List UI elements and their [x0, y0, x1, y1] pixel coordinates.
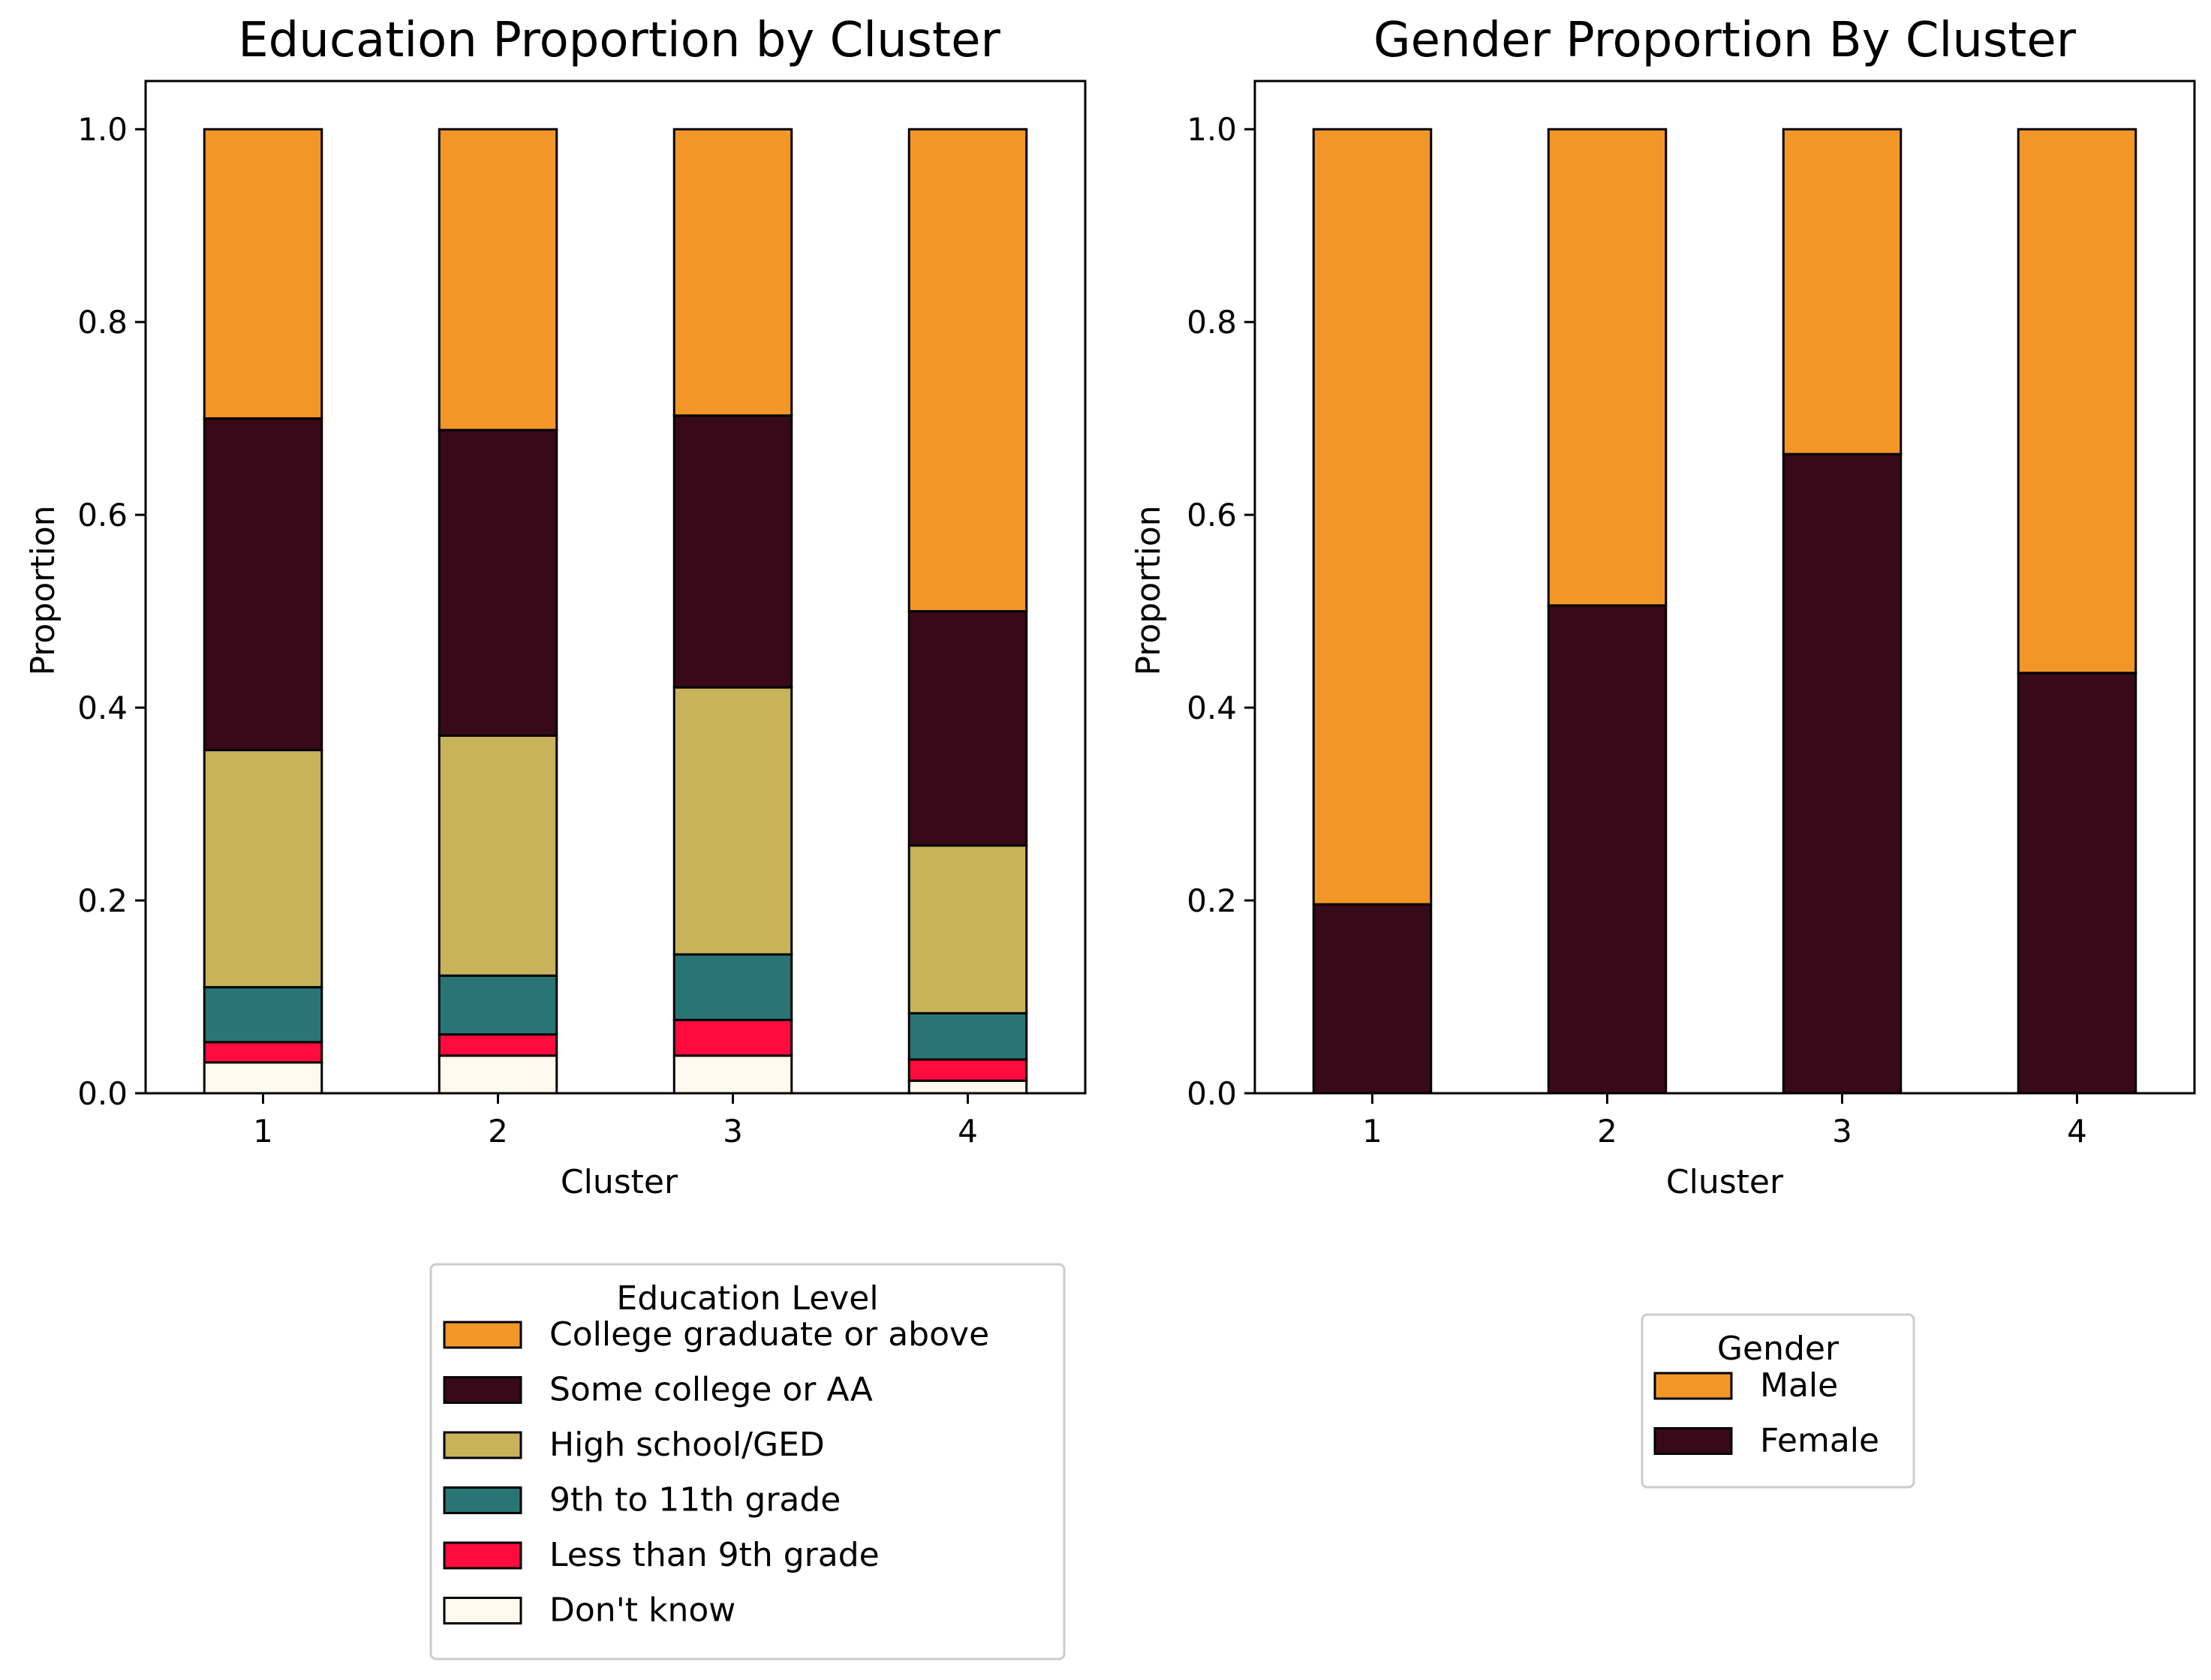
legend-label: Some college or AA	[549, 1371, 873, 1409]
chart-title: Education Proportion by Cluster	[238, 13, 1000, 68]
bar-segment	[203, 128, 323, 420]
y-tick-label: 0.6	[1187, 497, 1237, 533]
x-tick-label: 2	[1597, 1113, 1617, 1150]
chart-title: Gender Proportion By Cluster	[1373, 13, 2077, 68]
y-axis: 0.0 0.2 0.4 0.6 0.8 1.0	[77, 111, 146, 1112]
y-tick-label: 1.0	[77, 111, 128, 148]
legend-swatch	[443, 1541, 522, 1570]
bar-segment	[672, 414, 793, 689]
legend-label: Male	[1760, 1366, 1838, 1405]
bar-segment	[203, 1061, 323, 1095]
bar-segment	[907, 1011, 1028, 1061]
bars-layer	[203, 128, 1028, 1095]
legend-label: High school/GED	[549, 1426, 825, 1464]
bar-segment	[907, 844, 1028, 1014]
bar-segment	[438, 1033, 558, 1057]
x-axis: 1 2 3 4	[253, 1093, 978, 1150]
bar-segment	[2017, 128, 2137, 675]
bar-segment	[672, 686, 793, 956]
x-tick-label: 4	[958, 1113, 978, 1150]
bar-segment	[438, 1054, 558, 1095]
bar-segment	[907, 610, 1028, 847]
bar-segment	[907, 1058, 1028, 1082]
legend-label: 9th to 11th grade	[549, 1481, 841, 1519]
y-tick-label: 0.8	[1187, 304, 1237, 341]
x-axis-label: Cluster	[561, 1163, 678, 1201]
legend-items: Male Female	[1653, 1366, 1879, 1460]
legend-label: Female	[1760, 1422, 1879, 1460]
legend-title: Education Level	[616, 1279, 878, 1318]
plot-frame	[144, 80, 1087, 1095]
y-tick-label: 1.0	[1187, 111, 1237, 148]
legend-swatch	[443, 1321, 522, 1349]
legend-frame	[429, 1263, 1066, 1660]
legend-swatch	[443, 1486, 522, 1514]
legend-swatch	[443, 1431, 522, 1459]
legend-swatch	[443, 1597, 522, 1624]
bar-segment	[438, 734, 558, 977]
x-tick-label: 3	[723, 1113, 743, 1150]
y-axis-label: Proportion	[24, 505, 62, 675]
y-tick-label: 0.6	[77, 497, 128, 533]
chart-education: Education Proportion by Cluster 0.00.20.…	[24, 13, 1087, 1660]
y-tick-label: 0.0	[1187, 1075, 1237, 1112]
bar-segment	[2017, 672, 2137, 1095]
bars-layer	[1312, 128, 2137, 1095]
y-tick-label: 0.4	[1187, 690, 1237, 726]
legend-items: College graduate or above Some college or…	[443, 1315, 989, 1630]
bar-segment	[203, 749, 323, 989]
y-axis-label: Proportion	[1130, 505, 1168, 675]
x-tick-label: 2	[488, 1113, 508, 1150]
legend-education: Education Level College graduate or abov…	[429, 1263, 1066, 1660]
y-axis: 0.0 0.2 0.4 0.6 0.8 1.0	[1187, 111, 1255, 1112]
bar-segment	[1312, 128, 1433, 906]
bar-segment	[203, 986, 323, 1044]
x-tick-label: 1	[1362, 1113, 1382, 1150]
plot-frame	[1253, 80, 2196, 1095]
bar-segment	[203, 417, 323, 752]
x-tick-label: 1	[253, 1113, 273, 1150]
bar-segment	[672, 1018, 793, 1057]
bar-segment	[203, 1041, 323, 1064]
bar-segment	[438, 974, 558, 1036]
y-tick-label: 0.0	[77, 1075, 128, 1112]
y-tick-label: 0.4	[77, 690, 128, 726]
legend-title: Gender	[1717, 1330, 1839, 1368]
bar-segment	[672, 128, 793, 417]
bar-segment	[1547, 128, 1668, 607]
legend-label: Less than 9th grade	[549, 1536, 880, 1574]
bar-segment	[1782, 452, 1903, 1095]
x-axis-label: Cluster	[1666, 1163, 1784, 1201]
x-tick-label: 3	[1832, 1113, 1852, 1150]
y-tick-label: 0.2	[77, 882, 128, 919]
y-tick-label: 0.2	[1187, 882, 1237, 919]
legend-swatch	[1653, 1372, 1733, 1400]
chart-gender: Gender Proportion By Cluster 0.00.20.40.…	[1130, 13, 2196, 1489]
bar-segment	[1782, 128, 1903, 455]
legend-gender: Gender Male Female	[1641, 1313, 1915, 1489]
bar-segment	[1547, 604, 1668, 1095]
bar-segment	[1312, 903, 1433, 1095]
bar-segment	[907, 128, 1028, 613]
bar-segment	[438, 428, 558, 737]
x-tick-label: 4	[2067, 1113, 2087, 1150]
bar-segment	[672, 953, 793, 1021]
bar-segment	[672, 1054, 793, 1095]
bar-segment	[438, 128, 558, 431]
legend-label: Don't know	[549, 1591, 735, 1630]
bar-segment	[907, 1079, 1028, 1095]
x-axis: 1 2 3 4	[1362, 1093, 2087, 1150]
legend-swatch	[443, 1376, 522, 1404]
legend-swatch	[1653, 1427, 1733, 1455]
y-tick-label: 0.8	[77, 304, 128, 341]
legend-label: College graduate or above	[549, 1315, 989, 1354]
